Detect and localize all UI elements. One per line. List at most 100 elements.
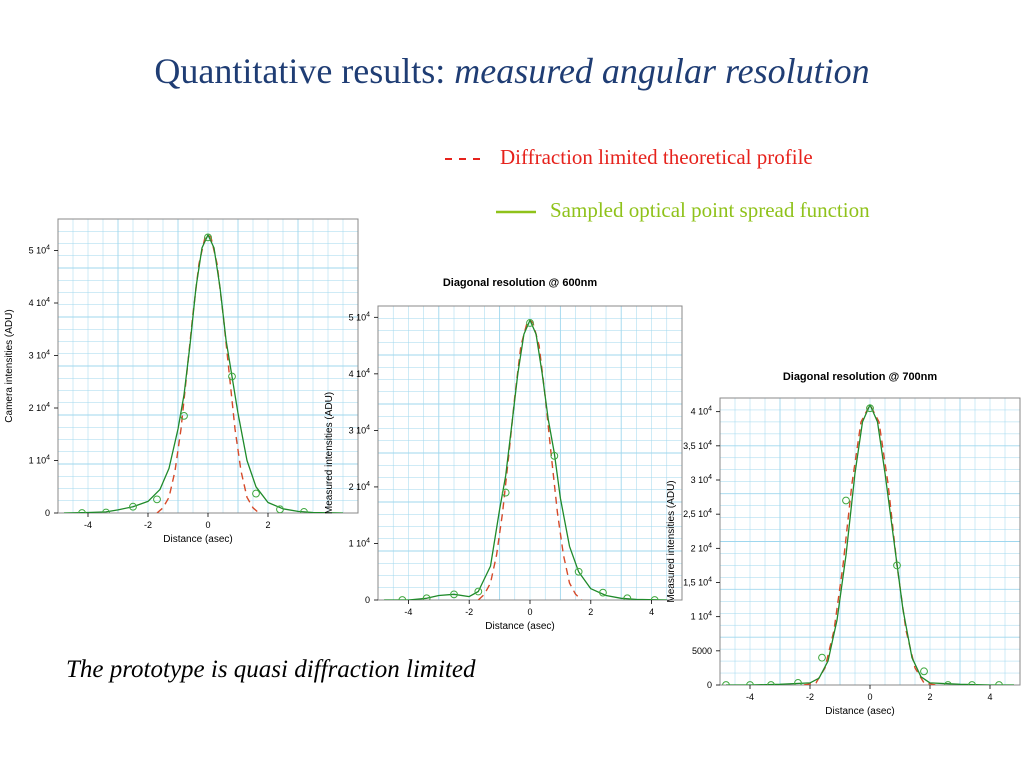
y-tick-exponent: 4 (708, 542, 712, 549)
sample-point (422, 594, 431, 600)
y-tick-exponent: 4 (708, 577, 712, 584)
solid-line-icon (496, 210, 536, 214)
sample-point (300, 508, 308, 513)
y-tick-exponent: 4 (366, 481, 370, 488)
sample-point (866, 404, 874, 413)
y-tick-label: 1 104 (691, 611, 713, 622)
y-tick-label: 1 104 (349, 537, 371, 548)
y-tick-label: 4 104 (349, 368, 371, 379)
y-tick-exponent: 4 (708, 508, 712, 515)
title-italic: measured angular resolution (454, 51, 870, 91)
sample-point (746, 681, 754, 685)
sample-point (78, 509, 86, 513)
sample-point (550, 451, 559, 460)
sample-point (818, 653, 826, 662)
x-tick-label: 4 (649, 607, 654, 617)
x-axis-label: Distance (asec) (485, 621, 554, 632)
x-tick-label: 2 (588, 607, 593, 617)
x-tick-label: 4 (987, 692, 992, 702)
sample-point (526, 319, 534, 327)
chart-svg: 0 1 104 2 104 3 104 4 104 5 104 -4 -2 0 2 4 Distanc… (324, 277, 683, 632)
sample-point (398, 596, 407, 600)
x-axis-label: Distance (asec) (825, 706, 894, 717)
sample-point (252, 489, 260, 498)
sample-point (767, 681, 775, 685)
x-tick-label: 2 (265, 520, 270, 530)
sample-point (842, 496, 850, 505)
sample-point (180, 411, 188, 420)
sample-point (722, 681, 730, 685)
y-axis-label: Camera intensities (ADU) (4, 309, 15, 422)
x-tick-label: -4 (84, 520, 92, 530)
x-tick-label: -4 (746, 692, 754, 702)
sample-point (968, 681, 976, 685)
sample-point (474, 587, 483, 596)
y-tick-exponent: 4 (46, 245, 50, 252)
sample-point (794, 679, 802, 685)
sample-point (995, 681, 1003, 685)
y-axis-label: Measured intensities (ADU) (666, 480, 677, 602)
title-main: Quantitative results: (154, 51, 455, 91)
x-tick-label: -2 (144, 520, 152, 530)
y-tick-label: 2 104 (29, 402, 51, 413)
y-tick-label: 4 104 (691, 406, 713, 417)
sample-point (204, 233, 212, 242)
sample-point (276, 505, 284, 513)
y-tick-label: 2 104 (691, 542, 713, 553)
sample-point (450, 590, 458, 599)
y-tick-label: 0 (707, 680, 712, 690)
plot-series (384, 319, 667, 600)
x-tick-label: -4 (404, 607, 412, 617)
sample-point (129, 502, 137, 511)
grid (57, 218, 359, 514)
sample-point (893, 561, 901, 570)
y-tick-label: 3 104 (691, 474, 713, 485)
sample-point (623, 594, 632, 600)
x-tick-label: 2 (927, 692, 932, 702)
sample-point (920, 667, 928, 676)
x-tick-label: -2 (806, 692, 814, 702)
y-axis-label: Measured intensities (ADU) (324, 392, 335, 514)
y-tick-exponent: 4 (46, 297, 50, 304)
psf-line (63, 234, 344, 513)
sample-point (102, 508, 110, 513)
legend-psf-label: Sampled optical point spread function (550, 198, 870, 222)
y-tick-exponent: 4 (366, 537, 370, 544)
y-tick-label: 1,5 104 (683, 577, 712, 588)
plot-series (722, 404, 1014, 685)
sample-point (574, 567, 583, 576)
y-tick-label: 5 104 (349, 311, 371, 322)
legend-theory-label: Diffraction limited theoretical profile (500, 145, 813, 169)
chart-title: Diagonal resolution @ 600nm (443, 277, 598, 289)
legend-theory: Diffraction limited theoretical profile (444, 145, 813, 170)
chart-resolution-700nm: 0 5000 1 104 1,5 104 2 104 2,5 104 3 104 3,5 10… (662, 362, 1024, 720)
chart-title: Diagonal resolution @ 700nm (783, 371, 938, 383)
y-tick-exponent: 4 (366, 311, 370, 318)
page-title: Quantitative results: measured angular r… (0, 50, 1024, 92)
sample-point (501, 488, 510, 497)
y-tick-exponent: 4 (46, 350, 50, 357)
sample-point (944, 681, 952, 685)
y-tick-exponent: 4 (708, 474, 712, 481)
y-tick-exponent: 4 (366, 368, 370, 375)
y-tick-label: 4 104 (29, 297, 51, 308)
y-tick-exponent: 4 (46, 455, 50, 462)
y-tick-label: 1 104 (29, 455, 51, 466)
y-tick-label: 2,5 104 (683, 508, 712, 519)
grid (377, 305, 683, 601)
y-tick-exponent: 4 (366, 424, 370, 431)
chart-resolution-600nm: 0 1 104 2 104 3 104 4 104 5 104 -4 -2 0 2 4 Distanc… (322, 270, 684, 642)
y-tick-label: 5 104 (29, 245, 51, 256)
y-tick-label: 3 104 (349, 424, 371, 435)
x-tick-label: 0 (867, 692, 872, 702)
chart-svg: 0 5000 1 104 1,5 104 2 104 2,5 104 3 104 3,5 10… (666, 371, 1021, 717)
sample-point (599, 588, 607, 597)
sample-point (650, 596, 659, 600)
plot-series (63, 233, 344, 513)
legend-psf: Sampled optical point spread function (494, 198, 870, 223)
y-tick-label: 5000 (692, 646, 712, 656)
sample-point (228, 372, 236, 381)
y-tick-exponent: 4 (708, 406, 712, 413)
chart-camera-intensities: 0 1 104 2 104 3 104 4 104 5 104 -4 -2 0 2 Distance… (0, 215, 362, 550)
